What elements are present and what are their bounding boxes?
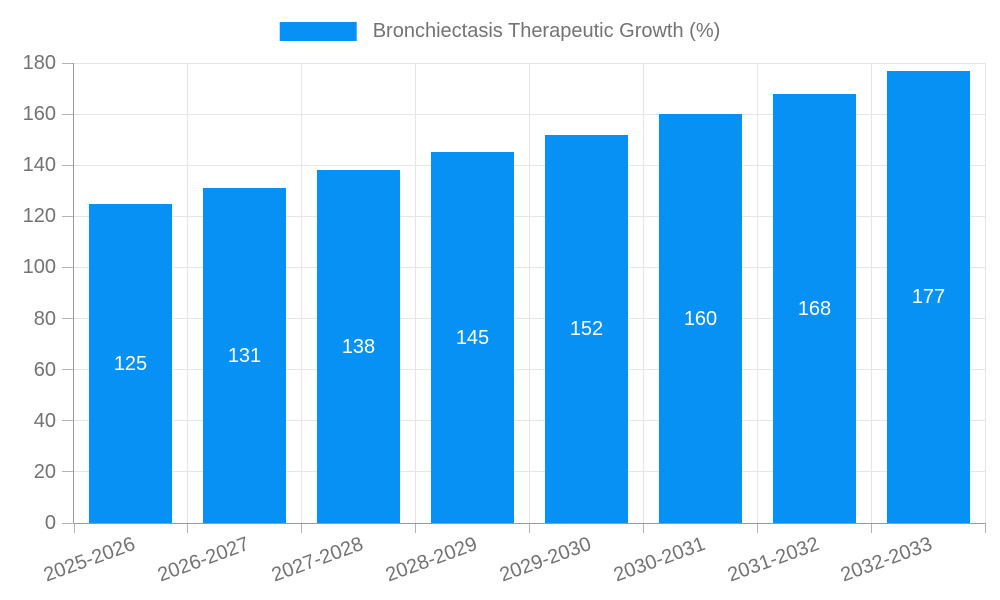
y-axis-tick-label: 100 xyxy=(22,256,56,279)
x-axis-tick xyxy=(301,523,303,533)
y-axis-tick-label: 40 xyxy=(33,409,56,432)
y-axis-tick xyxy=(62,522,74,524)
bar-value-label: 160 xyxy=(683,307,718,330)
y-axis-tick xyxy=(62,164,74,166)
y-axis-tick xyxy=(62,266,74,268)
y-axis-tick xyxy=(62,369,74,371)
bar[interactable]: 160 xyxy=(659,114,742,523)
y-axis-tick xyxy=(62,420,74,422)
bar[interactable]: 131 xyxy=(203,188,286,523)
x-axis-tick xyxy=(756,523,758,533)
y-axis-tick-label: 160 xyxy=(22,103,56,126)
y-axis-line xyxy=(73,63,74,523)
bar-value-label: 177 xyxy=(911,286,946,308)
x-axis-label: 2029-2030 xyxy=(496,533,594,587)
x-gridline xyxy=(642,63,644,523)
y-axis-tick-label: 180 xyxy=(22,52,56,74)
x-gridline xyxy=(187,63,189,523)
x-gridline xyxy=(870,63,872,523)
x-axis-label: 2027-2028 xyxy=(268,533,367,587)
y-axis-tick-label: 0 xyxy=(44,512,56,534)
bar[interactable]: 152 xyxy=(545,135,628,523)
y-axis-tick-label: 140 xyxy=(22,154,56,177)
x-gridline xyxy=(756,63,758,523)
bar[interactable]: 125 xyxy=(89,204,172,523)
x-gridline xyxy=(529,63,530,523)
y-axis-tick-label: 120 xyxy=(22,205,56,228)
x-axis-tick xyxy=(984,523,986,533)
x-axis-tick xyxy=(187,523,189,533)
x-axis-tick xyxy=(73,523,75,533)
bar-value-label: 152 xyxy=(569,318,604,340)
bar[interactable]: 177 xyxy=(887,71,970,523)
bar-value-label: 125 xyxy=(113,352,148,375)
bar-value-label: 168 xyxy=(797,297,832,320)
y-axis-tick-label: 20 xyxy=(33,460,56,483)
bar[interactable]: 138 xyxy=(317,170,400,523)
x-gridline xyxy=(984,63,986,523)
x-axis-label: 2028-2029 xyxy=(382,533,481,587)
bar-value-label: 131 xyxy=(227,344,262,367)
bar[interactable]: 168 xyxy=(773,94,856,523)
x-gridline xyxy=(301,63,303,523)
x-axis-label: 2026-2027 xyxy=(154,533,253,587)
y-axis-tick-label: 60 xyxy=(33,358,56,381)
x-gridline xyxy=(415,63,417,523)
y-axis-tick xyxy=(62,318,74,320)
legend-swatch-icon xyxy=(279,21,357,41)
y-axis-tick-label: 80 xyxy=(33,307,56,330)
x-axis-tick xyxy=(529,523,530,533)
bar[interactable]: 145 xyxy=(431,152,514,523)
y-axis-tick xyxy=(62,113,74,115)
y-axis-tick xyxy=(62,62,74,64)
bar-value-label: 138 xyxy=(341,335,376,358)
x-axis-label: 2025-2026 xyxy=(41,533,139,587)
x-axis-label: 2030-2031 xyxy=(610,533,708,587)
x-axis-label: 2031-2032 xyxy=(724,533,822,587)
x-axis-label: 2032-2033 xyxy=(838,533,936,587)
x-axis-line xyxy=(74,523,985,524)
bar-value-label: 145 xyxy=(455,326,490,349)
legend-item[interactable]: Bronchiectasis Therapeutic Growth (%) xyxy=(279,20,721,42)
y-axis-tick xyxy=(62,471,74,473)
x-axis-tick xyxy=(870,523,872,533)
x-axis-tick xyxy=(642,523,644,533)
x-axis-tick xyxy=(415,523,417,533)
y-axis-tick xyxy=(62,215,74,217)
legend-label: Bronchiectasis Therapeutic Growth (%) xyxy=(372,20,721,42)
